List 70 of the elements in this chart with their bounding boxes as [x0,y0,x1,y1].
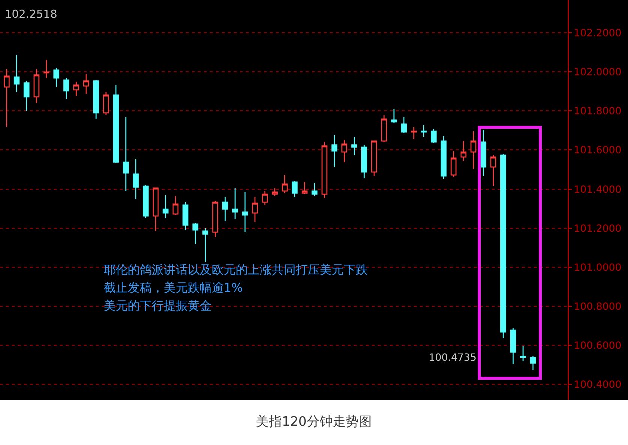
candlestick [212,200,218,238]
y-tick-label: 101.4000 [574,184,622,196]
candlestick [143,184,149,219]
candlestick [371,140,378,177]
annotation: 耶伦的鸽派讲话以及欧元的上涨共同打压美元下跌 [104,263,368,277]
y-tick-label: 100.8000 [574,302,622,313]
y-tick-label: 100.4000 [574,380,622,391]
candlestick [322,142,328,199]
y-tick-label: 102.2000 [574,28,622,40]
candlestick [302,182,308,195]
candlestick [391,108,398,124]
candlestick [103,92,110,116]
candlestick [54,68,60,88]
candlestick [490,154,496,187]
text: 美指120分钟走势图 [255,414,373,432]
candlestick [470,130,477,170]
candlestick [133,158,139,200]
candlestick [64,78,70,100]
candlestick [352,136,358,156]
candlestick [4,68,10,128]
candlestick [202,228,208,263]
candlestick [232,188,238,220]
candlestick [14,54,20,93]
candlestick [262,190,268,206]
annotation: 102.2518 [5,8,58,21]
candlestick [24,80,30,112]
candlestick [342,140,348,163]
candlestick [520,346,526,362]
candlestick [292,180,298,198]
annotation: 截止发稿，美元跌幅逾1% [104,281,244,295]
y-tick-label: 101.2000 [574,224,622,235]
candlestick [44,60,50,79]
y-tick-label: 101.6000 [574,146,622,157]
candlestick [431,128,437,144]
candlestick [312,182,318,197]
candlestick [272,188,278,197]
candlestick [222,196,228,222]
y-tick-label: 102.0000 [574,68,622,79]
candlestick [93,80,100,120]
candlestick [500,154,506,339]
candlestick [440,136,447,180]
candlestick [421,124,427,138]
annotation: 美元的下行提振黄金 [104,299,212,313]
candlestick [162,194,169,219]
candlestick [362,144,368,179]
candlestick [381,114,388,143]
candlestick [123,116,130,192]
candlestick [83,74,90,95]
candlestick [242,192,248,233]
candlestick [450,150,457,178]
candlestick [172,196,179,216]
y-tick-label: 101.0000 [574,262,622,274]
candlestick [252,196,258,223]
y-tick-label: 101.8000 [574,106,622,118]
candlestick [411,126,418,140]
candlestick [332,134,338,168]
candlestick [113,84,120,164]
candlestick [530,356,536,371]
candlestick [480,130,487,177]
candlestick [74,82,80,97]
candlestick [282,174,288,194]
candlestick [401,116,408,134]
candlestick [460,140,467,162]
annotation: 100.4735 [429,353,477,364]
candlestick [192,222,199,245]
candlestick [182,202,189,231]
candlestick [34,68,40,104]
candlestick [152,188,159,232]
y-tick-label: 100.6000 [574,340,622,352]
candlestick [510,328,516,365]
